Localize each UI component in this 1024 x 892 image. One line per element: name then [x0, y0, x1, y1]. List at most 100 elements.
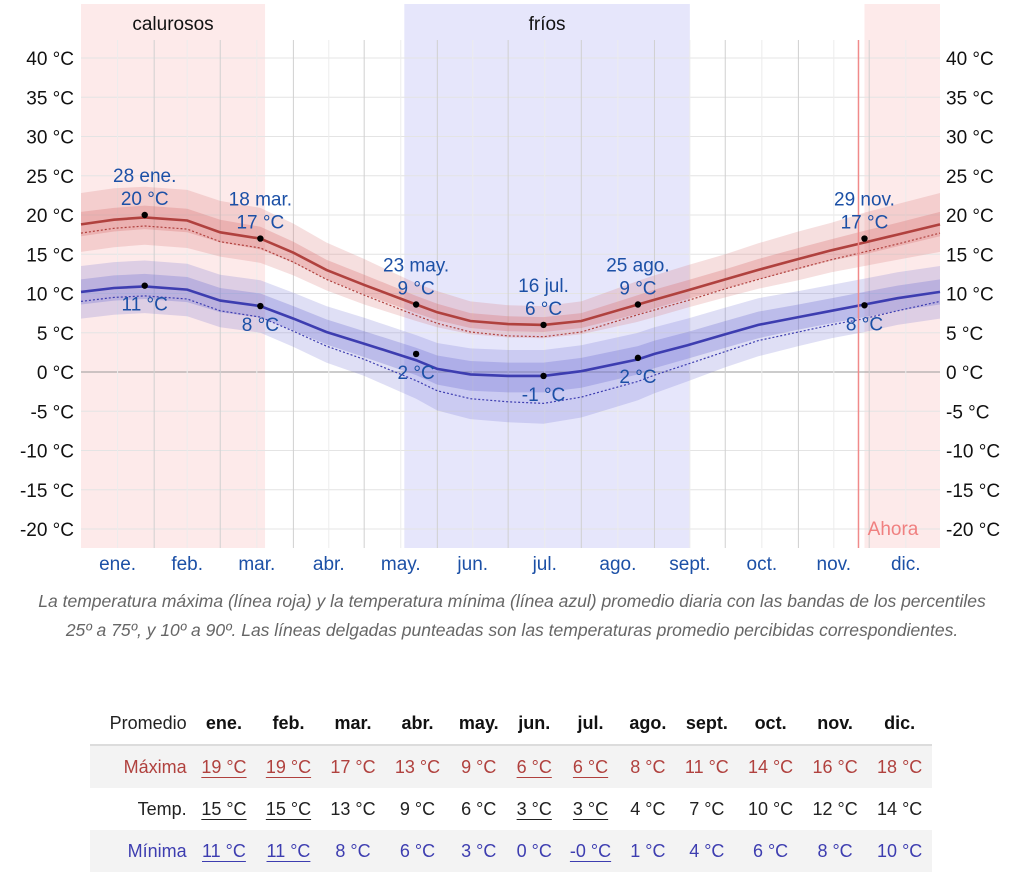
x-tick-label: mar. — [238, 554, 275, 575]
table-cell: 8 °C — [321, 830, 386, 872]
month-header: mar. — [334, 712, 372, 733]
table-corner-label: Promedio — [109, 712, 187, 733]
max-point — [540, 321, 547, 329]
table-cell: 7 °C — [675, 788, 738, 830]
x-tick-label: ago. — [599, 554, 636, 575]
table-cell: 19 °C — [192, 745, 257, 788]
y-tick-label-left: 40 °C — [26, 49, 74, 70]
cell-value: 8 °C — [817, 840, 853, 861]
mean-line-min — [80, 285, 941, 378]
table-cell: 16 °C — [803, 745, 868, 788]
annotation-max-value: 6 °C — [525, 299, 562, 320]
cell-value: 11 °C — [202, 840, 246, 861]
min-point — [540, 372, 547, 380]
x-tick-label: abr. — [313, 554, 345, 575]
table-row: Mínima 11 °C 11 °C 8 °C 6 °C 3 °C 0 °C -0 °C 1 °… — [90, 830, 932, 872]
table-cell: 9 °C — [385, 788, 450, 830]
row-label: Mínima — [127, 840, 187, 861]
cell-value: 16 °C — [812, 756, 858, 777]
y-tick-label-left: 20 °C — [26, 206, 74, 227]
cell-value: 13 °C — [330, 798, 376, 819]
max-point — [141, 211, 148, 219]
max-point — [412, 301, 420, 308]
cell-value: 3 °C — [572, 798, 609, 819]
cell-value: 19 °C — [201, 756, 247, 777]
y-tick-label-left: -10 °C — [20, 442, 74, 463]
season-label: fríos — [529, 14, 566, 35]
y-tick-label-left: 5 °C — [37, 324, 74, 345]
table-cell: 13 °C — [385, 745, 450, 788]
table-cell: 3 °C — [561, 788, 621, 830]
annotation-max-value: 20 °C — [121, 189, 169, 210]
table-cell: 6 °C — [450, 788, 508, 830]
month-header: nov. — [817, 712, 853, 733]
chart-caption: La temperatura máxima (línea roja) y la … — [38, 591, 986, 640]
x-tick-label: jun. — [456, 554, 488, 575]
y-tick-label-left: 15 °C — [26, 245, 74, 266]
x-tick-label: dic. — [891, 554, 921, 575]
x-tick-label: ene. — [99, 554, 136, 575]
table-cell: 11 °C — [256, 830, 321, 872]
x-tick-label: oct. — [747, 554, 778, 575]
y-tick-label-right: -10 °C — [946, 442, 1000, 463]
annotations: 28 ene.20 °C11 °C18 mar.17 °C8 °C23 may.… — [113, 166, 895, 406]
y-tick-label-left: 35 °C — [26, 88, 74, 109]
monthly-averages-table: Promedio ene. feb. mar. abr. may. jun. jul. ago.… — [90, 702, 932, 872]
table-cell: 13 °C — [321, 788, 386, 830]
month-header: ago. — [629, 712, 667, 733]
y-tick-label-right: 30 °C — [946, 128, 994, 149]
row-label: Máxima — [123, 756, 187, 777]
annotation-date: 16 jul. — [518, 276, 569, 297]
annotation-min-value: 8 °C — [242, 315, 279, 336]
now-label: Ahora — [868, 519, 919, 540]
month-header: feb. — [272, 712, 305, 733]
min-point — [861, 302, 868, 309]
y-tick-label-right: 25 °C — [946, 167, 994, 188]
table-row: Máxima 19 °C 19 °C 17 °C 13 °C 9 °C 6 °C 6 °C 8 … — [90, 745, 932, 788]
table-cell: 1 °C — [620, 830, 675, 872]
max-point — [257, 235, 264, 242]
table-cell: 19 °C — [256, 745, 321, 788]
annotation-min-value: 11 °C — [122, 295, 168, 316]
cell-value: 3 °C — [516, 798, 552, 819]
y-tick-label-left: 25 °C — [26, 167, 74, 188]
table-cell: 6 °C — [385, 830, 450, 872]
feels-like-line-min — [80, 295, 941, 405]
annotation-max-value: 17 °C — [841, 213, 889, 234]
x-tick-label: nov. — [817, 554, 852, 575]
temperature-chart: calurosos fríos Ahora 28 ene.20 °C11 °C18… — [20, 4, 1000, 575]
series-lines — [80, 216, 941, 405]
annotation-min-value: 2 °C — [398, 363, 435, 384]
season-band — [404, 4, 690, 548]
table-cell: 10 °C — [738, 788, 803, 830]
table-cell: 0 °C — [508, 830, 561, 872]
annotation-date: 23 may. — [383, 255, 449, 276]
mean-line-max — [80, 216, 941, 327]
month-header: jul. — [577, 712, 604, 733]
table-cell: 3 °C — [450, 830, 508, 872]
table-cell: 8 °C — [803, 830, 868, 872]
cell-value: 3 °C — [461, 840, 497, 861]
cell-value: 6 °C — [399, 840, 436, 861]
table-cell: 15 °C — [192, 788, 257, 830]
cell-value: 17 °C — [330, 756, 376, 777]
min-point — [257, 302, 264, 310]
cell-value: 6 °C — [516, 756, 552, 777]
y-tick-label-right: -15 °C — [946, 481, 1000, 502]
min-point — [141, 282, 148, 289]
min-point — [634, 354, 642, 362]
month-header: oct. — [754, 712, 787, 733]
table-cell: 10 °C — [867, 830, 932, 872]
table-cell: 3 °C — [508, 788, 561, 830]
month-header: abr. — [401, 712, 434, 733]
cell-value: 9 °C — [461, 756, 497, 777]
axes: 40 °C 40 °C 35 °C 35 °C 30 °C 30 °C 25 °C 25 °C… — [20, 49, 1000, 575]
annotation-date: 28 ene. — [113, 166, 176, 187]
cell-value: 6 °C — [572, 756, 609, 777]
cell-value: 1 °C — [630, 840, 666, 861]
y-tick-label-right: 15 °C — [946, 245, 994, 266]
table-cell: 11 °C — [192, 830, 257, 872]
y-tick-label-left: 30 °C — [26, 128, 74, 149]
annotation-max-value: 9 °C — [619, 278, 656, 299]
annotation-max-value: 9 °C — [398, 278, 435, 299]
